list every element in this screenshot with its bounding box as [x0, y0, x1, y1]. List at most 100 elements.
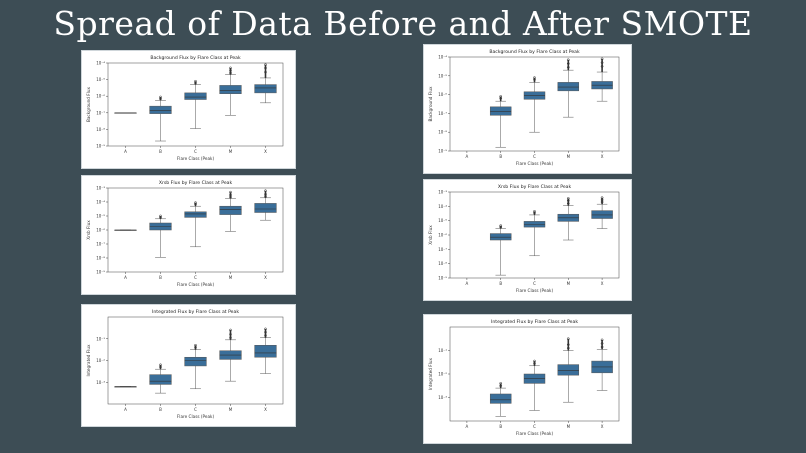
- x-axis-label: Flare Class (Peak): [516, 161, 554, 166]
- x-tick-label: A: [466, 281, 469, 286]
- x-tick-label: M: [567, 424, 571, 429]
- y-tick-label: 10⁻²: [438, 372, 447, 377]
- y-tick-label: 10⁻⁴: [438, 55, 447, 60]
- box-B: [489, 224, 512, 276]
- x-tick-label: M: [567, 154, 571, 159]
- chart-panel-xrsb-before: Xrsb Flux by Flare Class at Peak 10⁻⁹ 10⁻⁸…: [82, 176, 295, 294]
- y-tick-label: 10⁻⁸: [96, 127, 105, 132]
- x-tick-label: M: [229, 149, 233, 154]
- y-tick-label: 10⁻⁹: [438, 149, 447, 154]
- chart-int-before: Integrated Flux by Flare Class at Peak 10…: [86, 309, 284, 419]
- y-tick-label: 10⁻⁵: [438, 73, 447, 78]
- box-iqr: [184, 92, 207, 100]
- x-tick-label: X: [264, 407, 267, 412]
- y-tick-label: 10⁻⁵: [96, 77, 105, 82]
- x-tick-label: B: [159, 407, 162, 412]
- box-B: [489, 95, 512, 148]
- y-tick-label: 10⁻⁶: [96, 228, 105, 233]
- y-tick-label: 10⁻⁸: [438, 130, 447, 135]
- box-X: [254, 189, 277, 221]
- y-tick-label: 10⁻⁷: [96, 110, 105, 115]
- y-tick-label: 10⁻³: [438, 190, 447, 195]
- y-tick-label: 10⁻⁶: [438, 233, 447, 238]
- box-X: [591, 338, 613, 391]
- x-tick-label: C: [194, 407, 197, 412]
- box-A: [114, 229, 137, 231]
- box-M: [219, 328, 242, 382]
- x-tick-label: X: [264, 275, 267, 280]
- x-axis-label: Flare Class (Peak): [177, 156, 215, 161]
- box-M: [557, 58, 580, 118]
- box-C: [184, 343, 207, 390]
- y-tick-label: 10⁻⁵: [96, 214, 105, 219]
- y-tick-label: 10⁻⁴: [96, 61, 105, 66]
- chart-panel-bg-after: Background Flux by Flare Class at Peak 10…: [424, 45, 631, 173]
- x-tick-label: B: [499, 281, 502, 286]
- y-tick-label: 10⁻⁷: [438, 247, 447, 252]
- box-C: [523, 359, 546, 411]
- box-iqr: [184, 211, 207, 218]
- box-X: [591, 57, 613, 102]
- box-iqr: [591, 210, 613, 219]
- x-tick-label: X: [601, 281, 604, 286]
- box-C: [523, 76, 546, 133]
- y-tick-label: 10⁻¹: [96, 336, 105, 341]
- box-iqr: [489, 106, 512, 116]
- x-tick-label: C: [533, 154, 536, 159]
- y-tick-label: 10⁻⁹: [438, 276, 447, 281]
- x-axis-label: Flare Class (Peak): [177, 414, 215, 419]
- box-X: [591, 196, 613, 229]
- y-axis-label: Xrsb Flux: [86, 220, 91, 240]
- y-tick-label: 10⁻⁴: [438, 204, 447, 209]
- box-A: [114, 112, 137, 114]
- x-tick-label: A: [124, 407, 127, 412]
- y-tick-label: 10⁻⁵: [438, 218, 447, 223]
- box-iqr: [149, 105, 172, 114]
- x-tick-label: A: [466, 154, 469, 159]
- x-tick-label: M: [567, 281, 571, 286]
- x-tick-label: C: [533, 424, 536, 429]
- x-tick-label: B: [159, 149, 162, 154]
- chart-xrsb-before: Xrsb Flux by Flare Class at Peak 10⁻⁹ 10⁻⁸…: [86, 180, 284, 287]
- x-axis-label: Flare Class (Peak): [177, 282, 215, 287]
- box-iqr: [489, 233, 512, 241]
- chart-xrsb-after: Xrsb Flux by Flare Class at Peak 10⁻⁹ 10⁻⁸…: [428, 184, 620, 293]
- box-B: [489, 382, 512, 417]
- y-tick-label: 10⁻⁸: [96, 256, 105, 261]
- y-axis-label: Integrated Flux: [86, 344, 91, 376]
- x-tick-label: X: [264, 149, 267, 154]
- x-tick-label: C: [194, 275, 197, 280]
- slide-title: Spread of Data Before and After SMOTE: [53, 4, 753, 43]
- y-tick-label: 10⁻⁶: [96, 94, 105, 99]
- y-tick-label: 10⁻¹: [438, 348, 447, 353]
- chart-int-after: Integrated Flux by Flare Class at Peak 10…: [428, 319, 620, 436]
- chart-title: Xrsb Flux by Flare Class at Peak: [498, 184, 572, 190]
- y-tick-label: 10⁻⁴: [96, 200, 105, 205]
- box-M: [557, 197, 580, 241]
- box-C: [184, 201, 207, 248]
- box-iqr: [254, 345, 277, 358]
- x-tick-label: A: [124, 275, 127, 280]
- chart-panel-int-before: Integrated Flux by Flare Class at Peak 10…: [82, 305, 295, 426]
- x-tick-label: C: [533, 281, 536, 286]
- box-A: [114, 386, 137, 388]
- chart-title: Xrsb Flux by Flare Class at Peak: [159, 180, 233, 186]
- chart-panel-int-after: Integrated Flux by Flare Class at Peak 10…: [424, 315, 631, 443]
- box-M: [557, 337, 580, 403]
- chart-title: Background Flux by Flare Class at Peak: [150, 55, 241, 61]
- y-tick-label: 10⁻⁹: [96, 270, 105, 275]
- box-iqr: [219, 205, 242, 215]
- box-iqr: [489, 393, 512, 404]
- x-axis-label: Flare Class (Peak): [516, 431, 554, 436]
- x-axis-label: Flare Class (Peak): [516, 288, 554, 293]
- x-tick-label: M: [229, 275, 233, 280]
- box-M: [219, 66, 242, 116]
- y-axis-label: Background Flux: [86, 86, 91, 122]
- box-B: [149, 214, 172, 258]
- chart-bg-after: Background Flux by Flare Class at Peak 10…: [428, 49, 620, 166]
- chart-bg-before: Background Flux by Flare Class at Peak 10…: [86, 55, 284, 161]
- box-C: [523, 210, 546, 257]
- box-iqr: [254, 203, 277, 213]
- box-iqr: [184, 356, 207, 367]
- chart-title: Integrated Flux by Flare Class at Peak: [491, 319, 578, 325]
